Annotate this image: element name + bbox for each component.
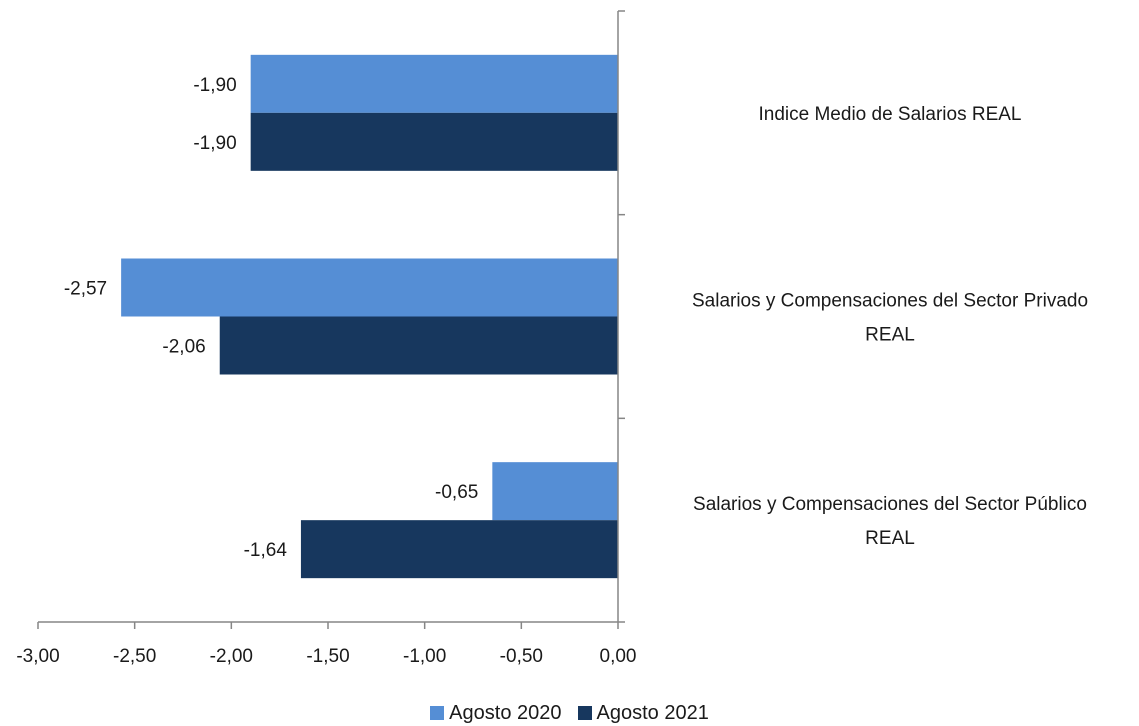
- x-tick-label: -2,00: [210, 646, 253, 667]
- legend-item-series-2: Agosto 2021: [577, 701, 709, 725]
- data-label-1-3: -0,65: [435, 482, 478, 503]
- category-label-1: Indice Medio de Salarios REAL: [759, 104, 1022, 125]
- bar-2-2: [219, 316, 618, 375]
- bar-1-1: [250, 54, 618, 113]
- legend-swatch-series-2: [577, 706, 592, 720]
- category-label-line: Indice Medio de Salarios REAL: [759, 104, 1022, 125]
- bar-1-3: [492, 462, 618, 521]
- category-label-line: Salarios y Compensaciones del Sector Púb…: [693, 494, 1087, 515]
- legend-item-series-1: Agosto 2020: [430, 701, 562, 725]
- category-label-3: Salarios y Compensaciones del Sector Púb…: [693, 494, 1087, 549]
- category-labels-layer: Indice Medio de Salarios REAL Salarios y …: [692, 104, 1088, 549]
- category-label-line: REAL: [865, 528, 915, 549]
- legend: Agosto 2020 Agosto 2021: [0, 700, 1139, 726]
- x-tick-label: 0,00: [600, 646, 637, 667]
- legend-swatch-series-1: [430, 706, 445, 720]
- x-tick-label: -1,00: [403, 646, 446, 667]
- category-label-line: Salarios y Compensaciones del Sector Pri…: [692, 291, 1088, 312]
- data-label-2-2: -2,06: [162, 337, 205, 358]
- legend-label-series-2: Agosto 2021: [596, 701, 709, 724]
- axes-layer: -3,00 -2,50 -2,00 -1,50 -1,00 -0,50 0,00: [16, 10, 637, 667]
- data-labels-layer: -1,90 -1,90 -2,57 -2,06 -0,65 -1,64: [64, 75, 479, 561]
- category-label-line: REAL: [865, 325, 915, 346]
- legend-label-series-1: Agosto 2020: [449, 701, 562, 724]
- data-label-2-1: -1,90: [193, 133, 236, 154]
- data-label-1-2: -2,57: [64, 279, 107, 300]
- x-tick-label: -3,00: [16, 646, 59, 667]
- x-tick-label: -0,50: [500, 646, 543, 667]
- x-tick-label: -1,50: [306, 646, 349, 667]
- bar-chart: -1,90 -1,90 -2,57 -2,06 -0,65 -1,64 -3,00 -2,5…: [16, 10, 1088, 667]
- data-label-2-3: -1,64: [244, 540, 288, 561]
- bar-2-3: [300, 520, 618, 579]
- bar-2-1: [250, 112, 618, 171]
- x-tick-label: -2,50: [113, 646, 156, 667]
- category-label-2: Salarios y Compensaciones del Sector Pri…: [692, 291, 1088, 346]
- bars-layer: [121, 54, 618, 579]
- data-label-1-1: -1,90: [193, 75, 236, 96]
- bar-1-2: [121, 258, 618, 317]
